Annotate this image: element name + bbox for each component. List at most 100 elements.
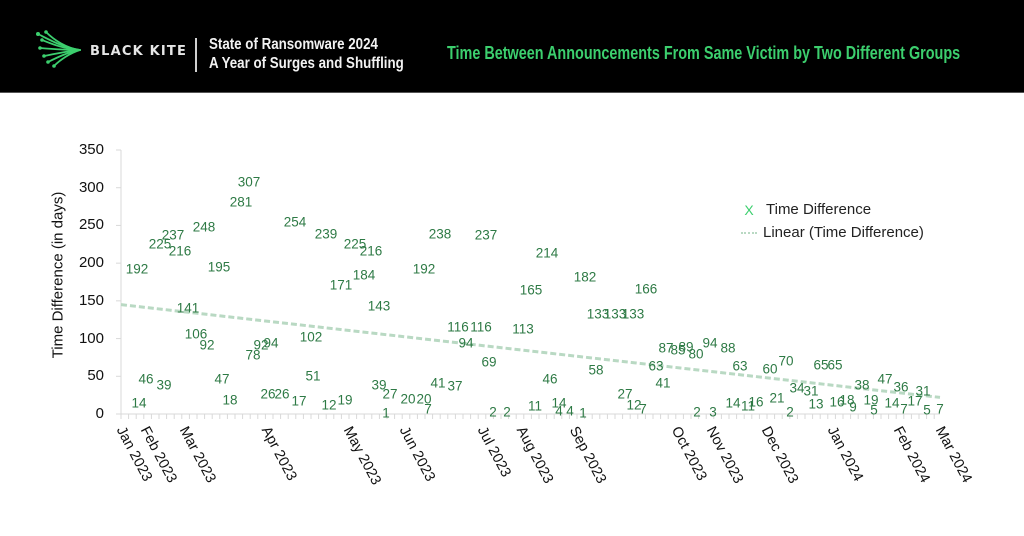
y-tick-label: 150: [78, 291, 104, 309]
brand-name: BLACK KITE: [90, 44, 188, 59]
data-point-label: 216: [168, 243, 192, 259]
data-point-label: 36: [893, 379, 909, 395]
data-point-label: 4: [555, 403, 563, 419]
data-point-label: 37: [447, 378, 463, 394]
data-point-label: 51: [305, 368, 321, 384]
data-point-label: 20: [400, 391, 416, 407]
data-point-label: 2: [503, 404, 511, 420]
data-point-label: 85: [670, 342, 686, 358]
data-point-label: 94: [458, 335, 474, 351]
data-point-label: 5: [923, 402, 931, 418]
report-title-line1: State of Ransomware 2024: [209, 36, 378, 53]
data-point-label: 5: [870, 402, 878, 418]
data-point-label: 18: [839, 392, 855, 408]
data-point-label: 31: [803, 383, 819, 399]
data-point-label: 39: [371, 377, 387, 393]
data-point-label: 116: [470, 319, 492, 334]
data-point-label: 254: [283, 214, 307, 230]
data-point-label: 238: [428, 226, 452, 242]
data-point-label: 239: [314, 226, 338, 242]
report-title-line2: A Year of Surges and Shuffling: [209, 55, 404, 72]
report-title: State of Ransomware 2024 A Year of Surge…: [209, 35, 404, 73]
header-divider-line: [0, 92, 1024, 93]
legend-item-linear-trend: Linear (Time Difference): [738, 221, 924, 244]
y-tick-label: 100: [78, 329, 104, 347]
data-point-label: 7: [900, 401, 908, 417]
data-point-label: 166: [634, 281, 658, 297]
data-point-label: 41: [430, 375, 446, 391]
kite-logo-icon: [36, 30, 81, 68]
data-point-label: 307: [237, 174, 261, 190]
y-tick-label: 0: [95, 405, 104, 422]
data-point-label: 116: [447, 319, 469, 334]
data-point-label: 69: [481, 354, 497, 370]
data-point-label: 21: [769, 390, 785, 406]
data-point-label: 133: [603, 306, 627, 322]
data-point-label: 92: [253, 337, 269, 353]
data-point-label: 47: [214, 371, 230, 387]
y-tick-label: 350: [78, 141, 104, 158]
data-point-label: 13: [808, 396, 824, 412]
data-point-label: 1: [579, 405, 587, 421]
data-point-label: 141: [176, 300, 200, 316]
data-point-label: 65: [813, 357, 829, 373]
data-point-label: 216: [359, 243, 383, 259]
data-point-label: 9: [849, 399, 857, 415]
data-point-label: 14: [725, 395, 741, 411]
data-point-label: 7: [424, 401, 432, 417]
data-point-label: 31: [915, 383, 931, 399]
data-point-label: 165: [519, 282, 543, 298]
y-tick-label: 200: [78, 254, 104, 272]
data-point-label: 7: [936, 401, 944, 417]
data-point-label: 182: [573, 269, 597, 285]
data-point-label: 19: [863, 392, 879, 408]
data-point-label: 1: [382, 405, 390, 421]
data-point-label: 47: [877, 371, 893, 387]
header-divider: [195, 38, 197, 72]
chart-title: Time Between Announcements From Same Vic…: [447, 43, 961, 63]
report-header: BLACK KITE State of Ransomware 2024 A Ye…: [0, 0, 1024, 92]
data-point-label: 26: [274, 386, 290, 402]
data-point-label: 171: [329, 277, 353, 293]
data-point-label: 184: [352, 267, 376, 283]
legend-label: Time Difference: [766, 201, 872, 218]
y-tick-label: 50: [87, 367, 104, 385]
data-point-label: 18: [222, 392, 238, 408]
data-point-label: 237: [474, 227, 498, 243]
legend-label: Linear (Time Difference): [763, 224, 924, 241]
data-point-label: 11: [740, 398, 756, 414]
data-point-label: 94: [263, 335, 279, 351]
data-point-label: 89: [678, 339, 694, 355]
data-point-label: 192: [412, 261, 436, 277]
data-point-label: 39: [156, 377, 172, 393]
data-point-label: 19: [337, 392, 353, 408]
data-point-label: 3: [709, 404, 717, 420]
data-point-label: 27: [617, 386, 633, 402]
data-point-label: 12: [626, 397, 642, 413]
data-point-label: 133: [586, 306, 610, 322]
data-point-label: 14: [131, 395, 147, 411]
x-marker-icon: X: [744, 201, 754, 218]
y-tick-label: 250: [78, 216, 104, 234]
data-point-label: 16: [829, 394, 845, 410]
data-point-label: 143: [367, 298, 391, 314]
data-point-label: 133: [621, 306, 645, 322]
data-point-label: 225: [343, 236, 367, 252]
data-point-label: 16: [748, 394, 764, 410]
data-point-label: 12: [321, 397, 337, 413]
data-point-label: 17: [907, 393, 923, 409]
data-point-label: 63: [732, 358, 748, 374]
data-point-label: 4: [566, 403, 574, 419]
data-point-label: 195: [207, 259, 231, 275]
data-point-label: 58: [588, 362, 604, 378]
data-point-label: 27: [382, 386, 398, 402]
data-point-label: 281: [229, 194, 253, 210]
data-point-label: 70: [778, 353, 794, 369]
data-point-label: 14: [551, 395, 567, 411]
y-tick-label: 300: [78, 178, 104, 196]
data-point-label: 65: [827, 357, 843, 373]
data-point-label: 2: [786, 404, 794, 420]
data-point-label: 192: [125, 261, 149, 277]
data-point-label: 106: [184, 326, 208, 342]
